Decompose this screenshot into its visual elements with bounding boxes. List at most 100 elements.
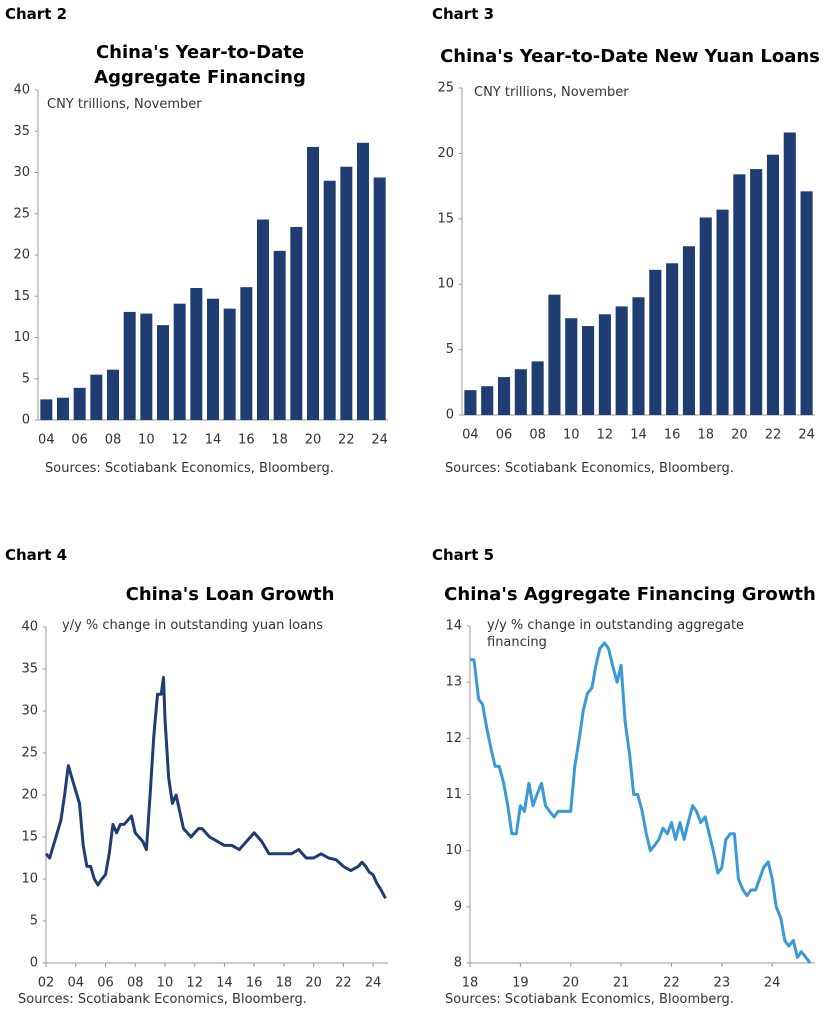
bar <box>123 311 136 420</box>
y-tick-label: 20 <box>21 788 38 803</box>
y-tick-label: 10 <box>21 872 38 887</box>
bar <box>598 314 611 415</box>
x-tick-label: 23 <box>714 976 731 991</box>
y-tick-label: 5 <box>446 342 454 357</box>
chart-source: Sources: Scotiabank Economics, Bloomberg… <box>445 992 734 1007</box>
bar <box>73 387 86 420</box>
x-tick-label: 20 <box>305 976 322 991</box>
bar <box>750 169 763 415</box>
chart-source: Sources: Scotiabank Economics, Bloomberg… <box>445 461 734 476</box>
x-tick-label: 18 <box>271 433 288 448</box>
bar <box>173 303 186 420</box>
bar <box>565 318 578 415</box>
chart-source: Sources: Scotiabank Economics, Bloomberg… <box>18 992 307 1007</box>
y-tick-label: 5 <box>30 914 38 929</box>
x-tick-label: 04 <box>462 428 479 443</box>
bar <box>140 313 153 420</box>
y-tick-label: 13 <box>445 675 462 690</box>
x-tick-label: 16 <box>238 433 255 448</box>
x-tick-label: 16 <box>664 428 681 443</box>
y-tick-label: 25 <box>21 746 38 761</box>
y-tick-label: 15 <box>437 211 454 226</box>
x-tick-label: 18 <box>697 428 714 443</box>
x-tick-label: 14 <box>205 433 222 448</box>
bar <box>40 399 53 420</box>
y-tick-label: 12 <box>445 731 462 746</box>
y-tick-label: 25 <box>437 81 454 96</box>
x-tick-label: 10 <box>138 433 155 448</box>
bar <box>632 297 645 415</box>
bar <box>207 298 219 420</box>
x-tick-label: 12 <box>186 976 203 991</box>
x-tick-label: 02 <box>38 976 55 991</box>
x-tick-label: 06 <box>71 433 88 448</box>
x-tick-label: 24 <box>764 976 781 991</box>
x-tick-label: 18 <box>276 976 293 991</box>
chart-label: Chart 5 <box>432 546 495 564</box>
chart-title: China's Loan Growth <box>125 584 335 605</box>
x-tick-label: 16 <box>246 976 263 991</box>
x-tick-label: 10 <box>157 976 174 991</box>
y-tick-label: 35 <box>13 124 30 139</box>
y-tick-label: 20 <box>13 248 30 263</box>
bar <box>531 361 544 415</box>
chart-source: Sources: Scotiabank Economics, Bloomberg… <box>45 461 334 476</box>
bar <box>548 294 561 415</box>
y-tick-label: 14 <box>445 619 462 634</box>
y-tick-label: 5 <box>22 371 30 386</box>
y-tick-label: 0 <box>446 408 454 423</box>
chart-title: China's Year-to-Date Aggregate Financing <box>94 42 306 88</box>
bar <box>107 369 119 420</box>
chart-subtitle: y/y % change in outstanding aggregate fi… <box>487 618 745 650</box>
bar <box>481 386 494 415</box>
x-tick-label: 22 <box>338 433 355 448</box>
bar <box>240 287 253 420</box>
x-tick-label: 12 <box>171 433 188 448</box>
bar <box>157 325 169 420</box>
chart-label: Chart 4 <box>5 546 68 564</box>
y-tick-label: 20 <box>437 146 454 161</box>
chart-subtitle: CNY trillions, November <box>474 85 629 100</box>
bar <box>699 217 712 415</box>
bar <box>514 369 527 415</box>
y-tick-label: 40 <box>21 620 38 635</box>
line <box>470 641 812 964</box>
bar <box>307 146 319 421</box>
x-tick-label: 06 <box>97 976 114 991</box>
x-tick-label: 10 <box>563 428 580 443</box>
y-tick-label: 30 <box>13 165 30 180</box>
x-tick-label: 20 <box>562 976 579 991</box>
x-tick-label: 08 <box>529 428 546 443</box>
bar <box>716 209 729 415</box>
line <box>44 675 387 900</box>
bar <box>57 397 69 420</box>
x-tick-label: 24 <box>371 433 388 448</box>
x-tick-label: 22 <box>663 976 680 991</box>
bar <box>733 174 746 415</box>
y-tick-label: 30 <box>21 704 38 719</box>
bar <box>766 154 780 415</box>
bar <box>582 326 595 415</box>
chart-title: China's Aggregate Financing Growth <box>444 584 816 605</box>
y-tick-label: 10 <box>437 277 454 292</box>
bar <box>357 142 369 421</box>
y-tick-label: 35 <box>21 662 38 677</box>
x-tick-label: 22 <box>335 976 352 991</box>
y-tick-label: 0 <box>30 956 38 971</box>
y-tick-label: 15 <box>21 830 38 845</box>
bar <box>340 166 353 420</box>
x-tick-label: 20 <box>731 428 748 443</box>
y-tick-label: 40 <box>13 83 30 98</box>
x-tick-label: 08 <box>127 976 144 991</box>
bar <box>223 308 236 420</box>
chart-subtitle: CNY trillions, November <box>47 97 202 112</box>
y-tick-label: 10 <box>13 330 30 345</box>
chart-title: China's Year-to-Date New Yuan Loans <box>440 46 820 67</box>
x-tick-label: 20 <box>305 433 322 448</box>
bar <box>615 306 628 415</box>
y-tick-label: 25 <box>13 206 30 221</box>
chart-label: Chart 3 <box>432 5 495 23</box>
bar <box>497 377 511 415</box>
